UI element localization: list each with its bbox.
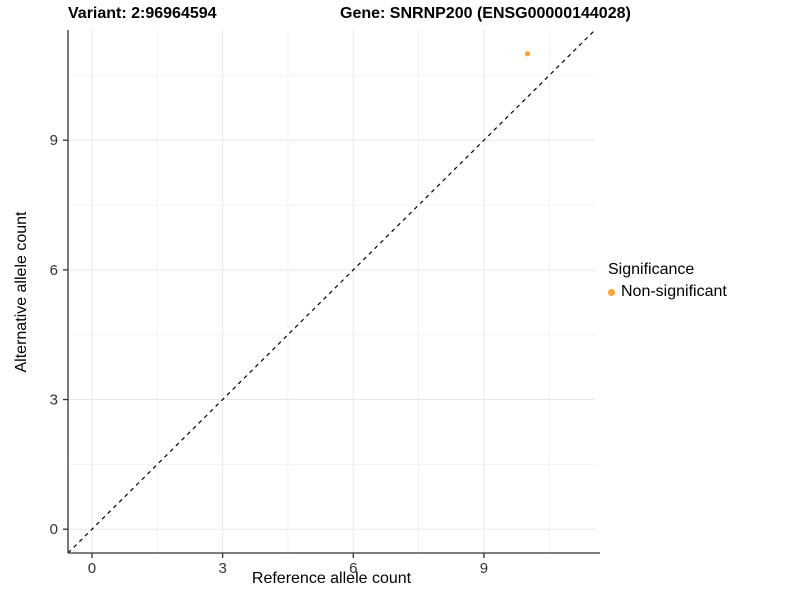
variant-title: Variant: 2:96964594 (68, 5, 217, 22)
x-axis-title: Reference allele count (251, 570, 412, 587)
legend: Significance Non-significant (608, 261, 727, 301)
y-axis-title: Alternative allele count (13, 211, 30, 373)
legend-dot-icon (608, 288, 615, 296)
legend-title: Significance (608, 261, 695, 278)
identity-line (67, 29, 596, 554)
x-tick-label: 3 (218, 560, 226, 577)
legend-item-label: Non-significant (621, 283, 727, 300)
x-tick-label: 9 (480, 560, 488, 577)
gene-title: Gene: SNRNP200 (ENSG00000144028) (340, 5, 631, 22)
data-point[interactable] (524, 51, 531, 57)
x-tick-label: 0 (88, 560, 96, 577)
y-tick-label: 9 (50, 132, 58, 149)
y-tick-label: 3 (50, 392, 58, 409)
y-tick-label: 6 (50, 262, 58, 279)
legend-item-non-significant[interactable]: Non-significant (608, 283, 727, 301)
x-tick-label: 6 (349, 560, 357, 577)
y-tick-label: 0 (50, 521, 58, 538)
